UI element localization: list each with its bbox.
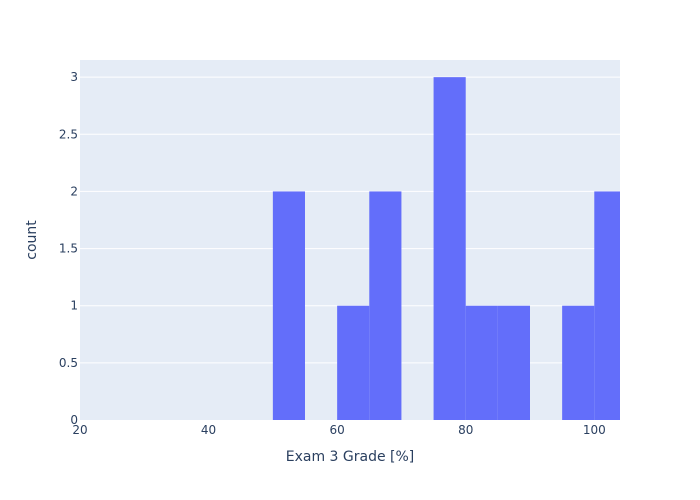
histogram-bar [337,305,370,420]
histogram-bar [433,77,466,421]
histogram-bar [497,305,530,420]
x-axis-title: Exam 3 Grade [%] [286,449,415,465]
histogram-bar [562,305,595,420]
y-axis-title: count [24,220,40,260]
y-tick-label: 1.5 [59,242,78,256]
x-tick-label: 40 [201,423,216,437]
y-tick-label: 2.5 [59,127,78,141]
x-axis-ticks: 20 40 60 80 100 [72,423,605,437]
y-tick-label: 3 [70,70,78,84]
histogram-bar [369,191,402,420]
histogram-bar [465,305,498,420]
histogram-bar [272,191,305,420]
y-axis-ticks: 0 0.5 1 1.5 2 2.5 3 [59,70,78,427]
x-tick-label: 60 [330,423,345,437]
x-tick-label: 80 [458,423,473,437]
y-tick-label: 0.5 [59,356,78,370]
y-tick-label: 0 [70,413,78,427]
bars [272,77,620,421]
x-tick-label: 100 [583,423,606,437]
x-tick-label: 20 [72,423,87,437]
histogram-bar [594,191,620,420]
y-tick-label: 1 [70,299,78,313]
y-tick-label: 2 [70,184,78,198]
